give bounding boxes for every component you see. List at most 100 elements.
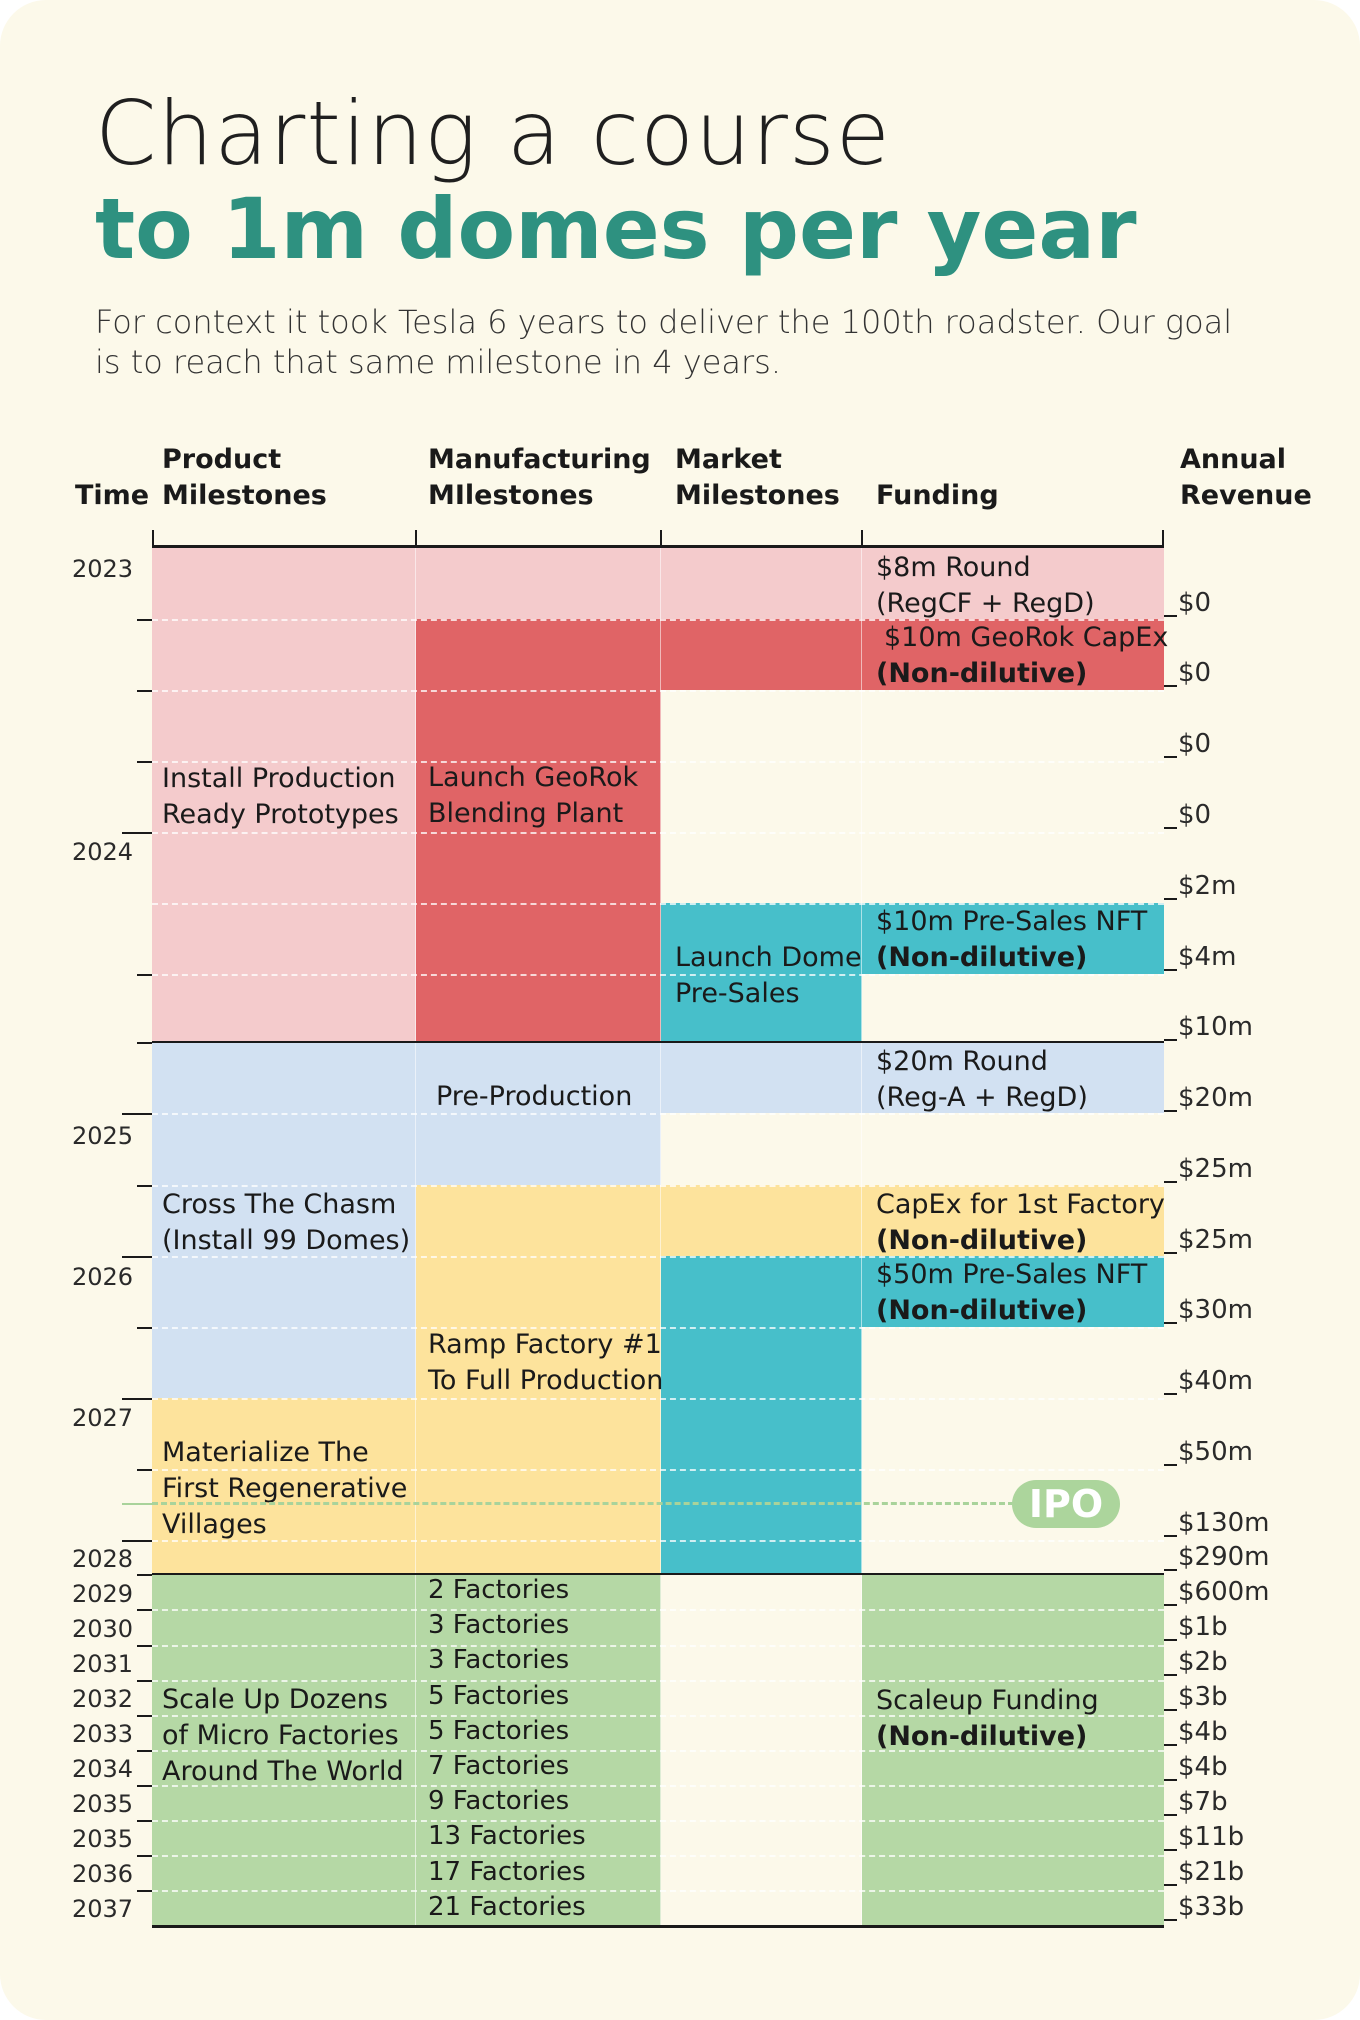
revenue-label: $50m (1178, 1437, 1253, 1467)
row-separator (152, 1715, 1164, 1717)
time-tick (122, 1398, 152, 1400)
title-line-2: to 1m domes per year (95, 180, 1137, 278)
funding-label-nft10: $10m Pre-Sales NFT (Non-dilutive) (876, 904, 1147, 976)
manufacturing-label-preproduction: Pre-Production (436, 1081, 633, 1112)
revenue-label: $600m (1178, 1577, 1270, 1607)
row-separator (152, 1890, 1164, 1892)
revenue-tick (1164, 1884, 1177, 1886)
revenue-label: $290m (1178, 1542, 1270, 1572)
revenue-label: $25m (1178, 1225, 1253, 1255)
time-tick (137, 1185, 152, 1187)
phase-rule-2025 (152, 1041, 1164, 1043)
revenue-label: $0 (1178, 658, 1212, 688)
row-separator (152, 1113, 1164, 1115)
product-label-chasm: Cross The Chasm (Install 99 Domes) (162, 1189, 411, 1256)
funding-cell-capex (862, 1185, 1164, 1256)
row-separator (152, 1680, 1164, 1682)
time-tick (137, 1820, 152, 1822)
year-label: 2035 (72, 1825, 134, 1853)
funding-capex-line1: CapEx for 1st Factory (876, 1189, 1165, 1220)
time-tick (137, 1645, 152, 1647)
header-rule (152, 545, 1164, 548)
year-label: 2025 (72, 1122, 134, 1150)
manufacturing-label-blending: Launch GeoRok Blending Plant (428, 762, 639, 829)
market-cell-red (661, 619, 862, 690)
header-revenue: Annual Revenue (1180, 444, 1312, 511)
market-cell-yellow (661, 1185, 862, 1256)
revenue-tick (1164, 1709, 1177, 1711)
revenue-tick (1164, 898, 1177, 900)
funding-cell-georok (862, 619, 1164, 690)
funding-georok-line2: (Non-dilutive) (876, 658, 1088, 689)
factory-count: 17 Factories (428, 1856, 586, 1887)
header-tick (660, 530, 662, 548)
row-separator (152, 1645, 1164, 1647)
funding-label-20m: $20m Round (Reg-A + RegD) (876, 1044, 1088, 1116)
revenue-label: $10m (1178, 1012, 1253, 1042)
subtitle: For context it took Tesla 6 years to del… (95, 303, 1233, 381)
revenue-tick (1164, 1464, 1177, 1466)
row-separator (152, 832, 1164, 834)
column-divider (415, 548, 416, 1926)
factory-count: 2 Factories (428, 1575, 570, 1605)
row-separator (152, 1820, 1164, 1822)
funding-cell-20m (862, 1042, 1164, 1113)
funding-20m-line1: $20m Round (876, 1046, 1048, 1077)
row-separator (152, 903, 1164, 905)
revenue-tick (1164, 1110, 1177, 1112)
revenue-label: $4m (1178, 942, 1237, 972)
row-separator (152, 1469, 1164, 1471)
revenue-label: $30m (1178, 1295, 1253, 1325)
product-label-villages: Materialize The First Regenerative Villa… (162, 1437, 408, 1540)
ipo-badge: IPO (1012, 1480, 1120, 1528)
revenue-tick (1164, 1535, 1177, 1537)
revenue-label: $25m (1178, 1154, 1253, 1184)
factory-count: 21 Factories (428, 1891, 586, 1922)
time-tick (137, 1327, 152, 1329)
revenue-label: $0 (1178, 800, 1212, 830)
revenue-tick (1164, 1919, 1177, 1921)
header-time: Time (75, 480, 150, 511)
row-separator (152, 1855, 1164, 1857)
funding-nft50-line2: (Non-dilutive) (876, 1295, 1088, 1326)
product-label-scaleup: Scale Up Dozens of Micro Factories Aroun… (162, 1684, 404, 1787)
time-tick (137, 1469, 152, 1471)
year-label: 2031 (72, 1650, 134, 1678)
funding-8m-line2: (RegCF + RegD) (876, 588, 1095, 619)
funding-20m-line2: (Reg-A + RegD) (876, 1082, 1088, 1113)
revenue-tick (1164, 1181, 1177, 1183)
funding-cell-8m (862, 548, 1164, 619)
revenue-label: $40m (1178, 1366, 1253, 1396)
revenue-tick (1164, 1814, 1177, 1816)
market-cell-blue (661, 1042, 862, 1113)
product-cell-chasm (152, 1042, 416, 1398)
time-tick (122, 832, 152, 834)
year-label: 2036 (72, 1860, 134, 1888)
revenue-tick (1164, 1744, 1177, 1746)
revenue-tick (1164, 1252, 1177, 1254)
year-label: 2024 (72, 838, 134, 866)
header-manufacturing: Manufacturing MIlestones (428, 444, 651, 511)
ipo-dashed-line (152, 1502, 1014, 1505)
revenue-tick (1164, 1322, 1177, 1324)
revenue-tick (1164, 969, 1177, 971)
header-funding: Funding (876, 480, 999, 511)
phase-rule-2028 (152, 1573, 1164, 1575)
row-separator (152, 1398, 1164, 1400)
year-label: 2034 (72, 1755, 134, 1783)
revenue-label: $3b (1178, 1682, 1228, 1712)
row-separator (152, 619, 1164, 621)
factory-count: 9 Factories (428, 1786, 570, 1817)
title-line-1: Charting a course (95, 82, 891, 185)
row-separator (152, 690, 1164, 692)
row-separator (152, 1540, 1164, 1542)
revenue-label: $1b (1178, 1612, 1228, 1642)
row-separator (152, 1750, 1164, 1752)
header-market: Market Milestones (675, 444, 840, 511)
funding-cell-nft50 (862, 1256, 1164, 1327)
row-separator (152, 1609, 1164, 1611)
revenue-label: $2m (1178, 871, 1237, 901)
revenue-tick (1164, 827, 1177, 829)
year-label: 2037 (72, 1895, 134, 1923)
